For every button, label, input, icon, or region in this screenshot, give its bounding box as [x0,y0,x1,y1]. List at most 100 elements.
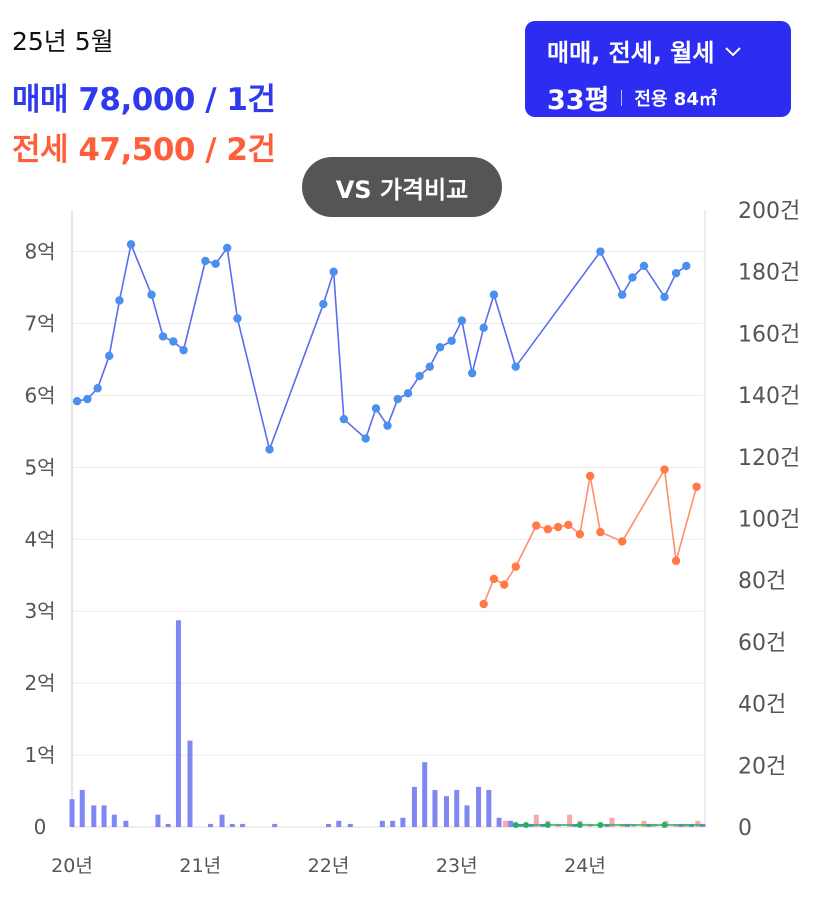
x-tick-label: 22년 [308,855,350,877]
sale-price-point [179,345,188,355]
sale-price-point [425,362,435,371]
sale-volume-bar [91,805,97,827]
sale-price-point [489,290,499,299]
sale-price-point [660,292,669,302]
jeonse-price-point [532,521,541,530]
sale-price-point [147,290,156,299]
y-left-tick-label: 8억 [24,240,55,264]
sale-volume-bar [400,817,406,827]
jeonse-price-point [671,556,681,566]
sale-volume-bar [229,823,235,827]
sale-volume-bar [155,814,161,827]
jeonse-summary: 전세 47,500 / 2건 [12,132,276,168]
y-right-tick-label: 20건 [738,754,786,779]
y-right-tick-label: 160건 [738,322,800,347]
x-tick-label: 21년 [179,855,221,877]
y-right-tick-label: 200건 [738,199,800,224]
sale-price-point [371,404,381,413]
sale-price-point [479,323,488,333]
size-label: 33평 [547,85,610,116]
y-left-tick-label: 6억 [24,383,55,407]
y-left-tick-label: 4억 [24,527,55,551]
jeonse-price-point [618,537,627,546]
sale-price-point [104,351,114,361]
sale-price-point [201,256,210,266]
jeonse-price-point [596,527,605,537]
sale-price-point [447,336,456,345]
sale-price-point [628,273,637,282]
sale-price-point [596,247,605,256]
sale-price-point [361,434,370,443]
y-left-tick-label: 2억 [24,671,55,695]
sale-price-point [393,394,402,404]
jeonse-price-point [479,599,488,609]
area-label: 전용 84㎡ [634,88,717,110]
sale-price-point [233,314,242,323]
y-right-tick-label: 120건 [738,446,800,471]
sale-volume-bar [326,823,332,827]
sale-volume-bar [496,817,502,827]
sale-price-point [319,299,328,309]
sale-volume-bar [390,820,396,827]
sale-price-point [511,362,520,371]
sale-volume-bar [208,823,214,827]
jeonse-price-point [553,522,563,532]
jeonse-price-point [500,580,509,589]
x-tick-label: 24년 [564,855,606,877]
sale-price-point [211,259,220,269]
sale-price-point [383,421,392,430]
y-left-tick-label: 1억 [24,743,55,767]
y-right-tick-label: 140건 [738,384,800,409]
y-right-tick-label: 80건 [738,569,786,594]
sale-volume-bar [379,820,385,827]
jeonse-volume-bar [695,820,701,827]
deal-type-filter-button[interactable]: 매매, 전세, 월세 33평 전용 84㎡ [525,21,791,117]
sale-price-point [671,268,681,278]
sale-volume-bar [165,823,171,827]
sale-volume-bar [79,789,85,827]
jeonse-volume-bar [609,817,615,827]
sale-price-point [415,371,424,381]
sale-price-point [115,296,124,305]
sale-volume-bar [101,805,107,827]
sale-volume-bar [69,799,75,827]
sale-volume-bar [411,786,417,827]
jeonse-price-point [511,562,520,571]
jeonse-price-line [482,467,698,605]
jeonse-price-point [489,574,499,584]
sale-volume-bar [464,805,470,827]
y-left-tick-label: 7억 [24,312,55,336]
y-left-tick-label: 3억 [24,599,55,623]
sale-price-point [169,337,178,346]
x-tick-label: 20년 [51,855,93,877]
monthly-point [576,822,583,828]
monthly-point [544,822,551,828]
monthly-point [512,822,519,828]
sale-price-point [126,240,136,249]
divider [621,89,623,106]
y-right-tick-label: 100건 [738,508,800,533]
sale-price-point [93,384,102,393]
jeonse-price-point [585,471,595,481]
sale-volume-bar [443,796,449,827]
sale-volume-bar [336,820,342,827]
sale-price-line [76,241,687,453]
period-label: 25년 5월 [12,27,114,56]
sale-summary: 매매 78,000 / 1건 [12,82,276,118]
compare-price-button[interactable]: VS 가격비교 [302,157,502,217]
chevron-down-icon [724,39,742,63]
y-left-tick-label: 0 [34,815,47,839]
sale-volume-bar [432,789,438,827]
sale-volume-bar [422,762,428,827]
jeonse-price-point [543,525,553,534]
monthly-point [523,822,530,828]
sale-price-point [457,316,467,325]
sale-price-point [639,261,649,271]
sale-price-point [72,396,82,406]
sale-volume-bar [508,820,514,827]
sale-volume-bar [123,820,129,827]
sale-price-point [83,394,92,404]
sale-volume-bar [347,823,353,827]
sale-price-point [435,343,445,352]
monthly-point [661,822,668,828]
